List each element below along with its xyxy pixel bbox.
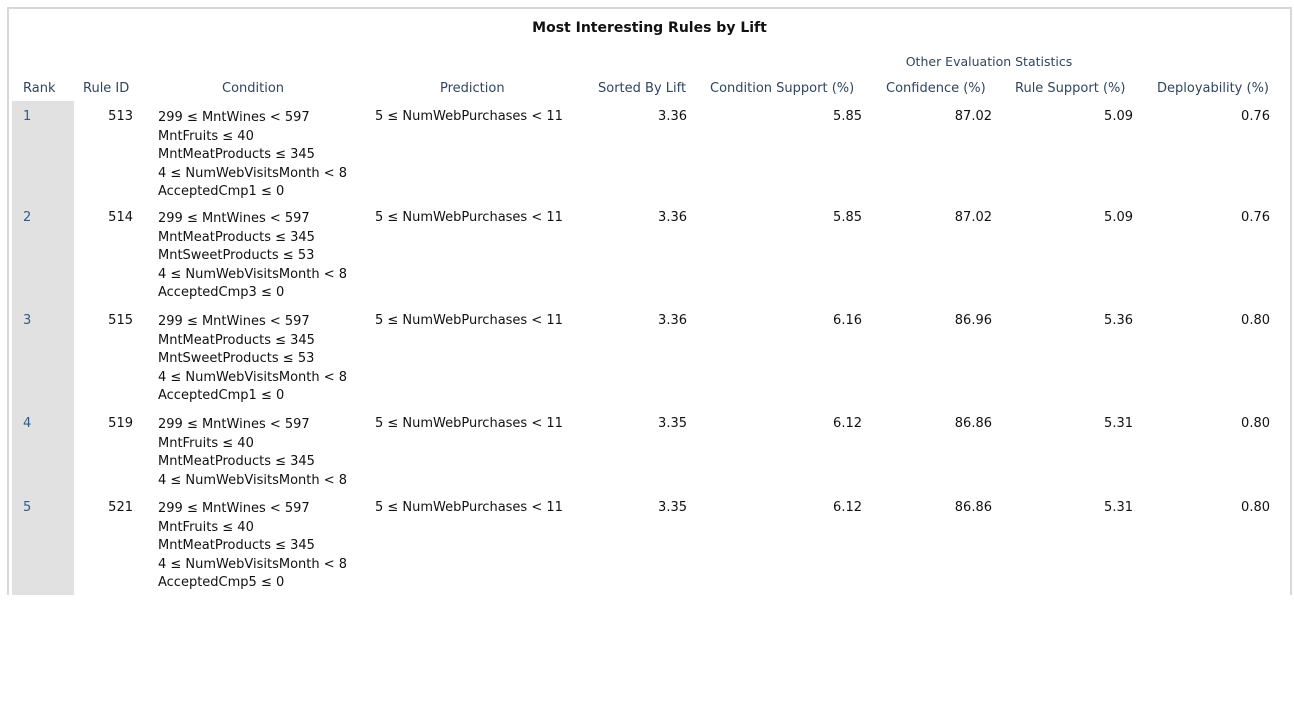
rule-support-cell: 5.36 — [1104, 313, 1133, 328]
condition-support-cell: 6.12 — [833, 500, 862, 515]
header-confidence: Confidence (%) — [886, 81, 986, 96]
condition-line: MntMeatProducts ≤ 345 — [158, 229, 315, 245]
condition-support-cell: 6.12 — [833, 416, 862, 431]
confidence-cell: 86.96 — [954, 313, 992, 328]
lift-cell: 3.36 — [658, 109, 687, 124]
condition-line: 4 ≤ NumWebVisitsMonth < 8 — [158, 165, 348, 181]
condition-line: 299 ≤ MntWines < 597 — [158, 110, 310, 125]
condition-cell: 299 ≤ MntWines < 597 MntMeatProducts ≤ 34… — [158, 313, 347, 406]
deployability-cell: 0.76 — [1241, 109, 1270, 124]
rank-column-band — [12, 101, 74, 595]
condition-line: MntSweetProducts ≤ 53 — [158, 351, 315, 366]
deployability-cell: 0.76 — [1241, 210, 1270, 225]
header-condition-support: Condition Support (%) — [710, 81, 855, 96]
condition-line: AcceptedCmp5 ≤ 0 — [158, 575, 285, 590]
condition-cell: 299 ≤ MntWines < 597 MntFruits ≤ 40 MntMea… — [158, 416, 347, 490]
condition-line: AcceptedCmp1 ≤ 0 — [158, 388, 285, 403]
rank-cell: 4 — [23, 416, 32, 431]
condition-line: MntMeatProducts ≤ 345 — [158, 147, 315, 162]
rank-cell: 2 — [23, 210, 32, 225]
prediction-cell: 5 ≤ NumWebPurchases < 11 — [375, 416, 563, 431]
header-rank: Rank — [23, 81, 56, 96]
header-deployability: Deployability (%) — [1157, 81, 1269, 96]
header-rule-support: Rule Support (%) — [1015, 81, 1126, 96]
prediction-cell: 5 ≤ NumWebPurchases < 11 — [375, 210, 563, 225]
rule-support-cell: 5.31 — [1104, 416, 1133, 431]
condition-line: MntMeatProducts ≤ 345 — [158, 454, 315, 469]
prediction-cell: 5 ≤ NumWebPurchases < 11 — [375, 313, 563, 328]
condition-line: 299 ≤ MntWines < 597 — [158, 314, 310, 329]
table-title: Most Interesting Rules by Lift — [532, 20, 767, 36]
condition-line: 4 ≤ NumWebVisitsMonth < 8 — [158, 472, 348, 488]
condition-line: 4 ≤ NumWebVisitsMonth < 8 — [158, 266, 348, 282]
rank-cell: 3 — [23, 313, 32, 328]
rules-table-panel: Most Interesting Rules by Lift Other Eva… — [7, 7, 1292, 595]
condition-line: MntMeatProducts ≤ 345 — [158, 332, 315, 348]
lift-cell: 3.36 — [658, 210, 687, 225]
condition-line: MntFruits ≤ 40 — [158, 435, 254, 451]
confidence-cell: 86.86 — [954, 416, 992, 431]
lift-cell: 3.36 — [658, 313, 687, 328]
confidence-cell: 86.86 — [954, 500, 992, 515]
rule-id-cell: 521 — [108, 500, 133, 515]
prediction-cell: 5 ≤ NumWebPurchases < 11 — [375, 500, 563, 515]
rule-support-cell: 5.31 — [1104, 500, 1133, 515]
condition-line: 299 ≤ MntWines < 597 — [158, 417, 310, 432]
deployability-cell: 0.80 — [1241, 313, 1270, 328]
condition-line: AcceptedCmp1 ≤ 0 — [158, 184, 285, 199]
header-sorted-by-lift: Sorted By Lift — [598, 81, 687, 96]
condition-line: AcceptedCmp3 ≤ 0 — [158, 285, 285, 300]
condition-line: 299 ≤ MntWines < 597 — [158, 501, 310, 516]
rule-id-cell: 514 — [108, 210, 133, 225]
rule-support-cell: 5.09 — [1104, 109, 1133, 124]
rank-cell: 1 — [23, 109, 32, 124]
lift-cell: 3.35 — [658, 416, 687, 431]
condition-line: 4 ≤ NumWebVisitsMonth < 8 — [158, 369, 348, 385]
condition-line: MntFruits ≤ 40 — [158, 128, 254, 144]
header-condition: Condition — [222, 81, 285, 96]
condition-line: 4 ≤ NumWebVisitsMonth < 8 — [158, 556, 348, 572]
group-header-other-statistics: Other Evaluation Statistics — [905, 54, 1073, 69]
condition-cell: 299 ≤ MntWines < 597 MntMeatProducts ≤ 34… — [158, 210, 347, 303]
condition-support-cell: 5.85 — [833, 109, 862, 124]
condition-cell: 299 ≤ MntWines < 597 MntFruits ≤ 40 MntMea… — [158, 500, 347, 593]
header-rule-id: Rule ID — [83, 81, 130, 96]
condition-line: MntMeatProducts ≤ 345 — [158, 538, 315, 553]
condition-support-cell: 5.85 — [833, 210, 862, 225]
confidence-cell: 87.02 — [954, 109, 992, 124]
condition-support-cell: 6.16 — [833, 313, 862, 328]
confidence-cell: 87.02 — [954, 210, 992, 225]
header-prediction: Prediction — [440, 81, 505, 96]
condition-line: 299 ≤ MntWines < 597 — [158, 211, 310, 226]
rule-id-cell: 515 — [108, 313, 133, 328]
condition-cell: 299 ≤ MntWines < 597 MntFruits ≤ 40 MntMea… — [158, 109, 347, 202]
deployability-cell: 0.80 — [1241, 500, 1270, 515]
lift-cell: 3.35 — [658, 500, 687, 515]
rule-id-cell: 519 — [108, 416, 133, 431]
rule-support-cell: 5.09 — [1104, 210, 1133, 225]
deployability-cell: 0.80 — [1241, 416, 1270, 431]
rank-cell: 5 — [23, 500, 32, 515]
condition-line: MntSweetProducts ≤ 53 — [158, 248, 315, 263]
prediction-cell: 5 ≤ NumWebPurchases < 11 — [375, 109, 563, 124]
condition-line: MntFruits ≤ 40 — [158, 519, 254, 535]
rule-id-cell: 513 — [108, 109, 133, 124]
